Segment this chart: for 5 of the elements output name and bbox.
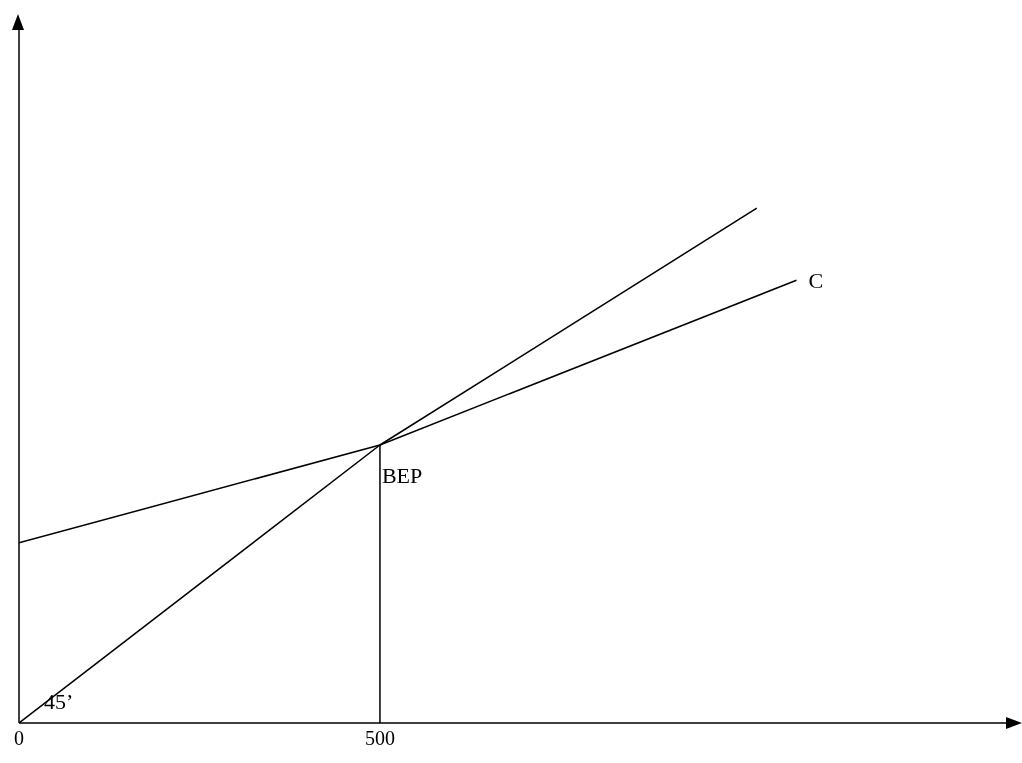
series-label: C: [808, 268, 824, 294]
annotation: BEP: [381, 463, 423, 488]
x-tick-label: 500: [364, 727, 395, 750]
annotation: 45’: [44, 689, 74, 715]
x-tick-label: 0: [14, 727, 24, 750]
